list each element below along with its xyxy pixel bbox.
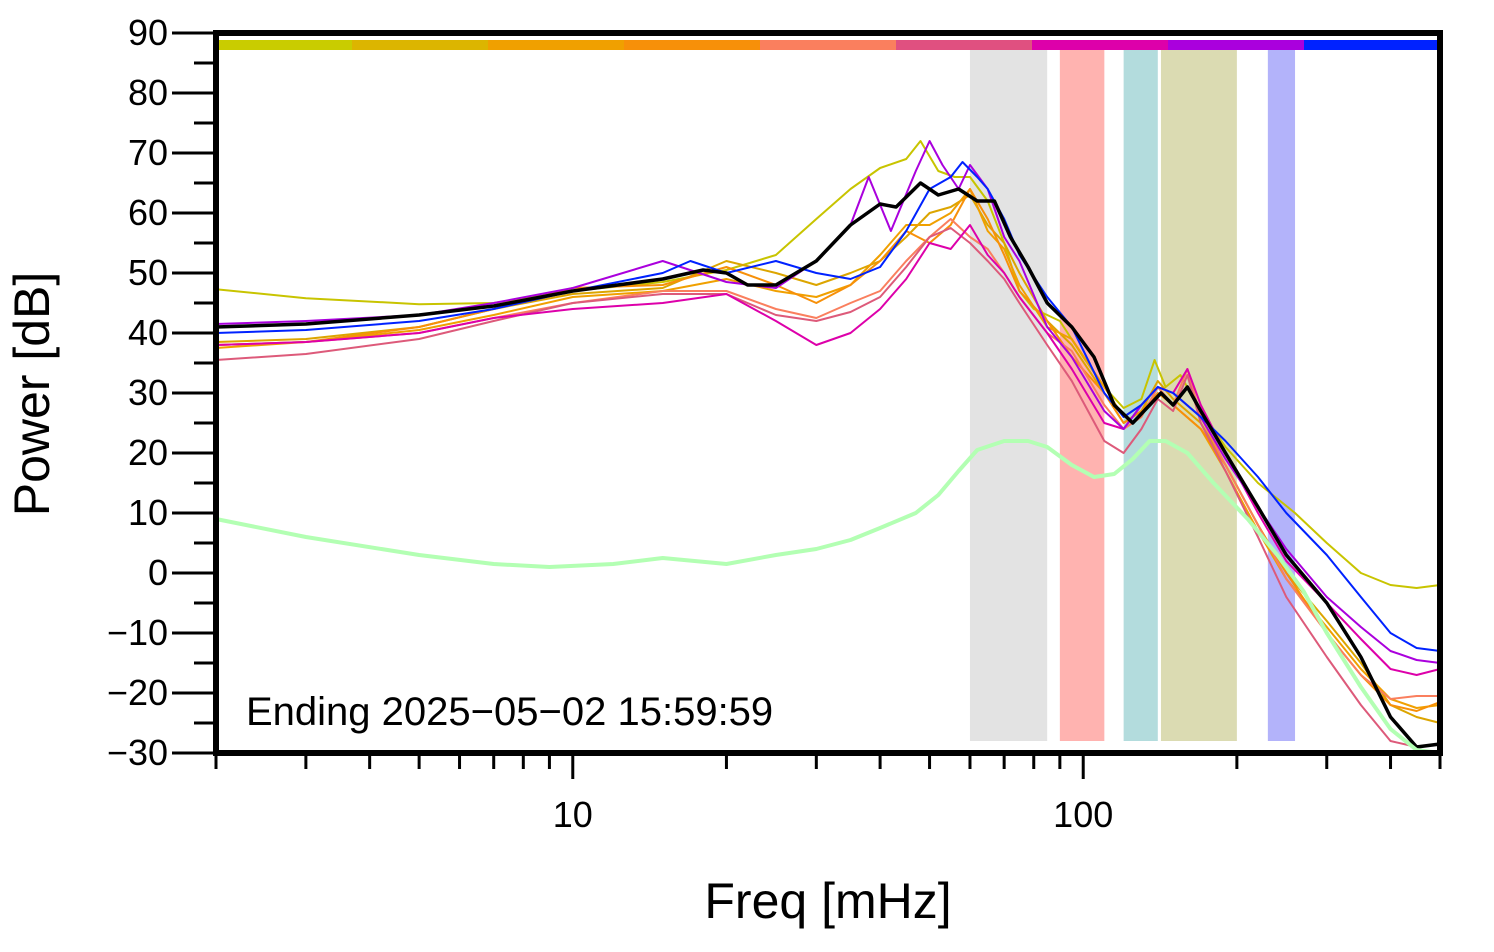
series-line-9 [214,181,1442,749]
time-bar-segment-7 [1168,40,1305,50]
y-tick-label: −10 [107,612,168,653]
time-bar-segment-3 [624,40,761,50]
spectrum-series [214,140,1442,755]
y-tick-label: 50 [128,252,168,293]
x-axis-title: Freq [mHz] [704,873,951,929]
plot-frame [213,30,1443,756]
time-color-bar [216,40,1441,50]
ending-annotation: Ending 2025−05−02 15:59:59 [246,690,773,734]
time-bar-segment-5 [896,40,1033,50]
y-tick-label: 70 [128,132,168,173]
band-0 [969,45,1048,741]
y-tick-label: 80 [128,72,168,113]
y-tick-label: 90 [128,12,168,53]
frequency-bands [969,45,1296,741]
y-axis-title: Power [dB] [4,272,60,517]
time-bar-segment-1 [352,40,489,50]
series-line-4 [215,218,1441,700]
time-bar-segment-8 [1304,40,1441,50]
x-tick-label: 10 [553,794,593,835]
y-tick-label: 40 [128,312,168,353]
y-tick-label: 20 [128,432,168,473]
time-bar-segment-2 [488,40,625,50]
y-tick-label: 60 [128,192,168,233]
y-tick-label: −30 [107,732,168,773]
y-tick-label: 30 [128,372,168,413]
time-bar-segment-6 [1032,40,1169,50]
series-line-5 [215,227,1441,748]
x-tick-label: 100 [1053,794,1113,835]
series-line-8 [215,161,1441,652]
y-tick-label: −20 [107,672,168,713]
time-bar-segment-4 [760,40,897,50]
series-line-6 [215,224,1441,676]
time-bar-segment-0 [216,40,353,50]
series-line-2 [215,188,1441,709]
y-tick-label: 0 [148,552,168,593]
series-line-7 [215,140,1441,664]
series-line-3 [215,188,1441,712]
band-4 [1267,45,1296,741]
y-tick-label: 10 [128,492,168,533]
series-line-10 [214,439,1442,755]
